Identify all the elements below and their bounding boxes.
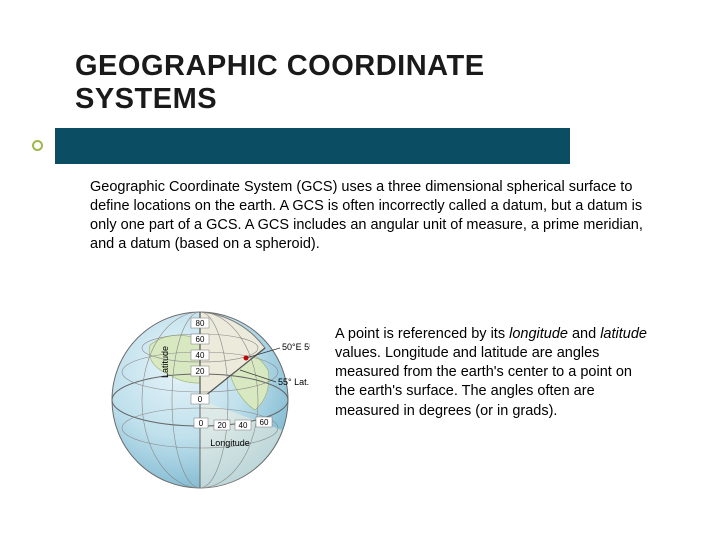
p2-latitude: latitude <box>600 326 647 342</box>
underline-bar <box>55 128 570 164</box>
lon-tick-20: 20 <box>218 421 227 430</box>
bullet-icon <box>32 140 43 151</box>
title-underline <box>20 128 570 164</box>
paragraph-2: A point is referenced by its longitude a… <box>335 325 655 421</box>
p2-mid: and <box>568 326 600 342</box>
p2-pre: A point is referenced by its <box>335 326 509 342</box>
p2-post: values. Longitude and latitude are angle… <box>335 345 632 418</box>
lon-tick-0: 0 <box>199 419 204 428</box>
callout-lat: 55° Lat. <box>278 377 309 387</box>
lat-tick-0: 0 <box>198 395 203 404</box>
title-line-1: GEOGRAPHIC COORDINATE <box>75 50 485 83</box>
globe-diagram: 80 60 40 20 0 0 20 40 60 50°E 55°N 55° L… <box>90 300 310 500</box>
lon-tick-60: 60 <box>260 418 269 427</box>
lat-tick-40: 40 <box>196 351 205 360</box>
lon-tick-40: 40 <box>239 421 248 430</box>
lat-tick-60: 60 <box>196 335 205 344</box>
title-line-2: SYSTEMS <box>75 83 485 116</box>
longitude-axis-label: Longitude <box>210 438 250 448</box>
lat-tick-20: 20 <box>196 367 205 376</box>
latitude-axis-label: Latitude <box>160 346 170 378</box>
p2-longitude: longitude <box>509 326 568 342</box>
slide-title-block: GEOGRAPHIC COORDINATE SYSTEMS <box>75 50 485 117</box>
paragraph-1: Geographic Coordinate System (GCS) uses … <box>90 178 650 255</box>
lat-tick-80: 80 <box>196 319 205 328</box>
callout-point: 50°E 55°N <box>282 342 310 352</box>
